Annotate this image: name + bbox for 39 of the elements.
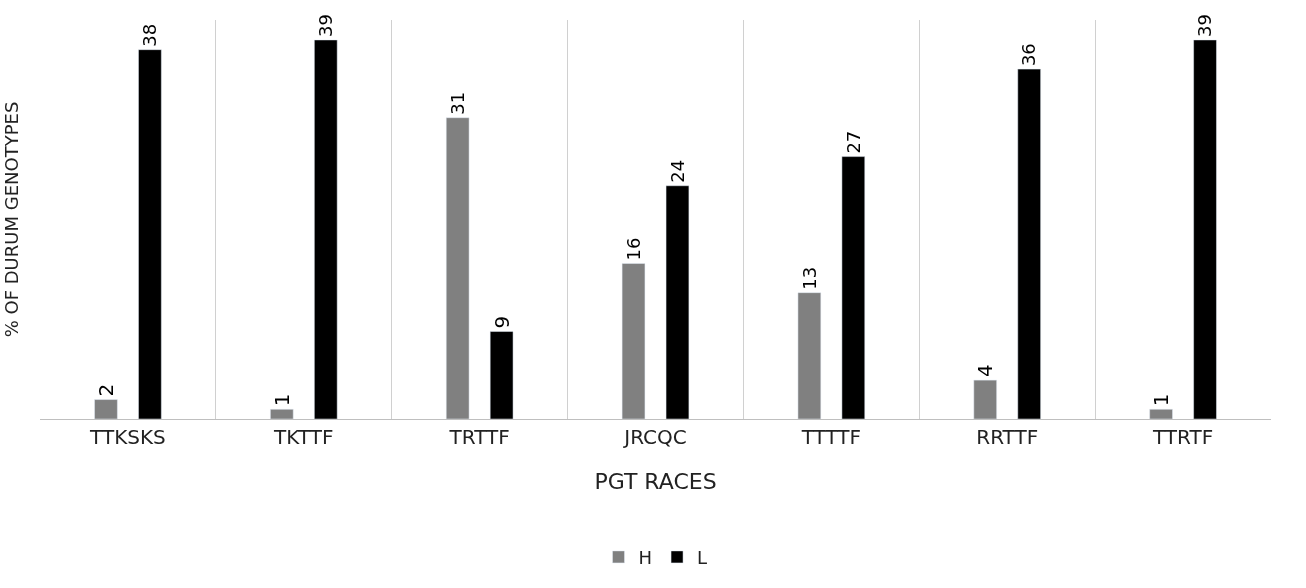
bar xyxy=(841,156,866,419)
x-tick-label: TTTTF xyxy=(800,425,862,449)
data-label: 9 xyxy=(489,315,514,329)
data-label: 4 xyxy=(973,364,998,378)
y-axis-title: % OF DURUM GENOTYPES xyxy=(1,101,23,338)
data-label: 13 xyxy=(798,266,820,290)
data-label: 38 xyxy=(139,23,161,47)
data-label: 2 xyxy=(93,383,118,397)
bar xyxy=(489,331,514,419)
bar xyxy=(665,185,690,419)
bar xyxy=(621,263,646,419)
bar xyxy=(1017,68,1041,419)
bar xyxy=(797,292,822,419)
x-tick-label: RRTTF xyxy=(976,425,1039,449)
data-label: 36 xyxy=(1018,43,1040,67)
bar xyxy=(1193,39,1217,419)
data-label: 39 xyxy=(315,14,337,37)
bar xyxy=(270,409,294,419)
bar xyxy=(445,117,470,419)
bar xyxy=(973,379,997,419)
data-label: 27 xyxy=(842,130,864,154)
x-tick-label: JRCQC xyxy=(622,425,687,449)
data-label: 16 xyxy=(622,237,644,261)
x-tick-label: TTRTF xyxy=(1151,425,1214,449)
data-label: 24 xyxy=(666,159,688,183)
data-label: 39 xyxy=(1194,14,1216,37)
x-tick-label: TTKSKS xyxy=(89,425,166,449)
data-label: 1 xyxy=(269,393,294,407)
x-tick-label: TKTTF xyxy=(273,425,334,449)
bar xyxy=(314,39,338,419)
bar xyxy=(138,49,162,419)
x-tick-label: TRTTF xyxy=(448,425,510,449)
bar xyxy=(1149,409,1173,419)
data-label: 31 xyxy=(446,91,468,115)
x-axis-title: PGT RACES xyxy=(594,468,717,494)
bar xyxy=(94,399,118,419)
legend-label: H xyxy=(638,546,653,568)
data-label: 1 xyxy=(1149,393,1174,407)
legend-label: L xyxy=(697,546,708,568)
